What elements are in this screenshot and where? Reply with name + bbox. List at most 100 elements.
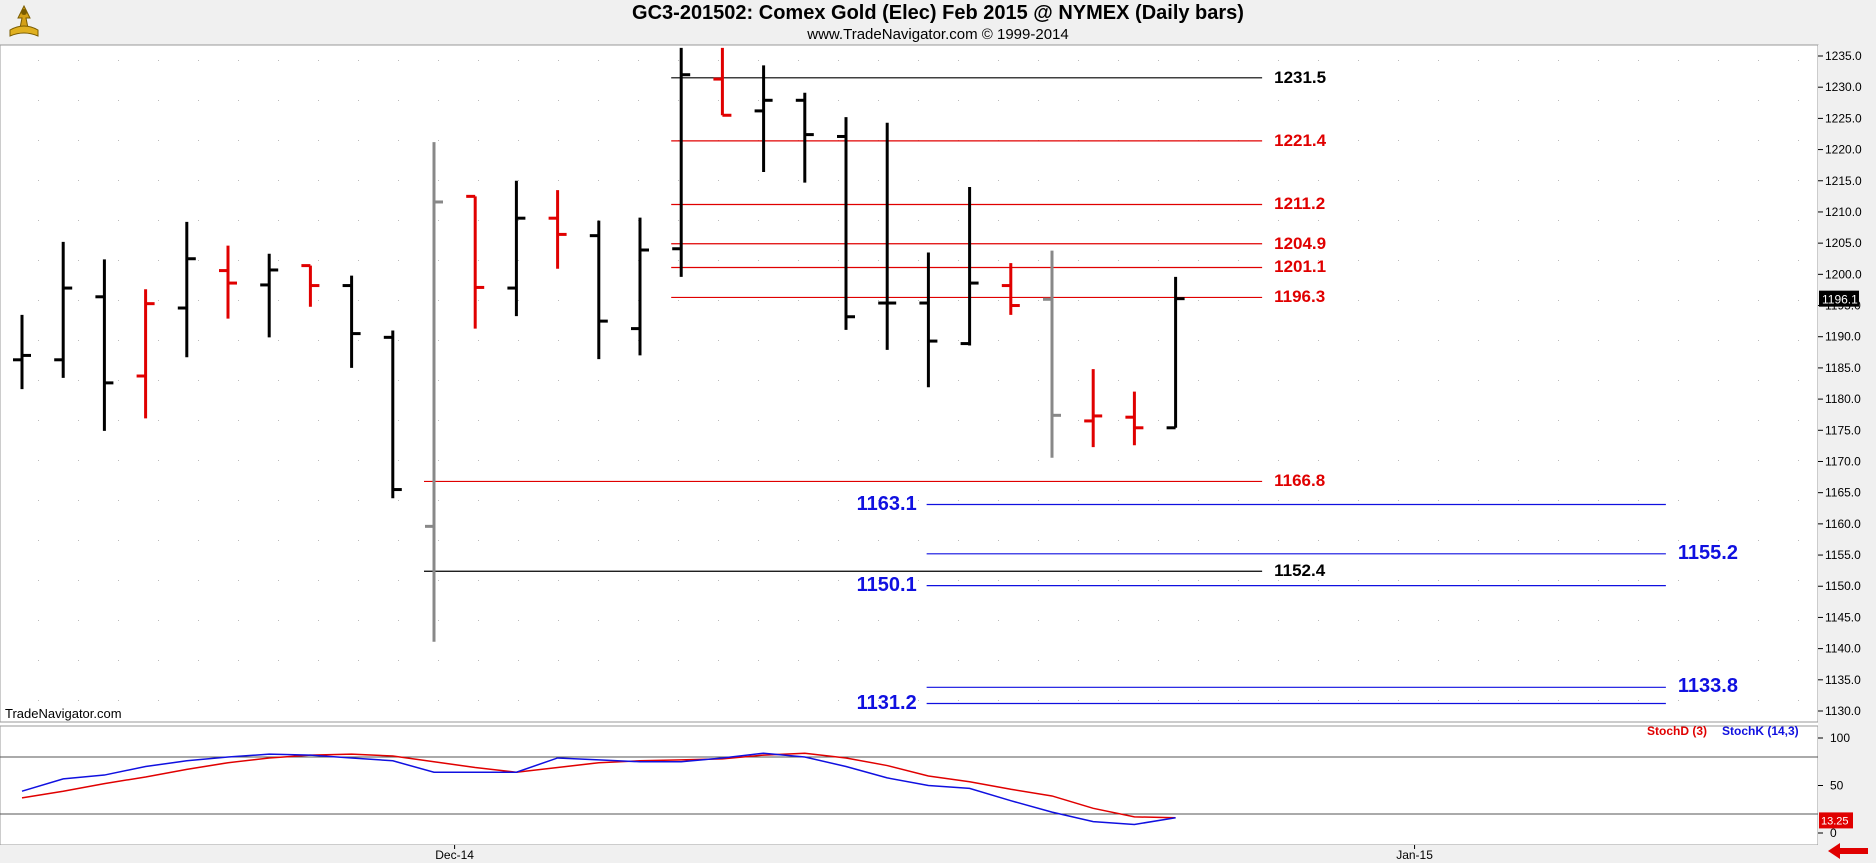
grid-dot: [1638, 580, 1639, 581]
grid-dot: [478, 660, 479, 661]
y-tick-label: 1155.0: [1825, 548, 1861, 562]
grid-dot: [198, 220, 199, 221]
grid-dot: [838, 60, 839, 61]
grid-dot: [1558, 180, 1559, 181]
grid-dot: [1118, 260, 1119, 261]
grid-dot: [878, 620, 879, 621]
grid-dot: [398, 580, 399, 581]
grid-dot: [1038, 340, 1039, 341]
grid-dot: [1638, 100, 1639, 101]
grid-dot: [958, 260, 959, 261]
grid-dot: [1558, 700, 1559, 701]
grid-dot: [438, 220, 439, 221]
grid-dot: [758, 220, 759, 221]
grid-dot: [558, 620, 559, 621]
grid-dot: [598, 620, 599, 621]
grid-dot: [1278, 580, 1279, 581]
grid-dot: [1558, 220, 1559, 221]
grid-dot: [638, 180, 639, 181]
grid-dot: [958, 380, 959, 381]
grid-dot: [1798, 540, 1799, 541]
grid-dot: [318, 340, 319, 341]
grid-dot: [1518, 300, 1519, 301]
level-label: 1150.1: [856, 573, 917, 596]
grid-dot: [518, 380, 519, 381]
grid-dot: [1078, 660, 1079, 661]
grid-dot: [438, 60, 439, 61]
grid-dot: [478, 500, 479, 501]
scroll-back-arrow-icon[interactable]: [1826, 842, 1870, 860]
grid-dot: [638, 60, 639, 61]
grid-dot: [558, 580, 559, 581]
grid-dot: [678, 660, 679, 661]
grid-dot: [998, 500, 999, 501]
grid-dot: [518, 60, 519, 61]
grid-dot: [1478, 60, 1479, 61]
grid-dot: [1318, 300, 1319, 301]
y-tick-label: 1170.0: [1825, 454, 1861, 468]
grid-dot: [878, 300, 879, 301]
level-label: 1196.3: [1274, 287, 1326, 307]
y-tick-label: 1190.0: [1825, 330, 1861, 344]
grid-dot: [238, 220, 239, 221]
grid-dot: [758, 60, 759, 61]
grid-dot: [318, 420, 319, 421]
grid-dot: [518, 220, 519, 221]
grid-dot: [1798, 620, 1799, 621]
grid-dot: [1678, 60, 1679, 61]
grid-dot: [758, 340, 759, 341]
grid-dot: [678, 300, 679, 301]
grid-dot: [758, 500, 759, 501]
grid-dot: [918, 300, 919, 301]
grid-dot: [398, 60, 399, 61]
grid-dot: [958, 340, 959, 341]
grid-dot: [1398, 540, 1399, 541]
grid-dot: [878, 500, 879, 501]
grid-dot: [358, 220, 359, 221]
grid-dot: [358, 260, 359, 261]
grid-dot: [1398, 180, 1399, 181]
grid-dot: [1238, 260, 1239, 261]
grid-dot: [118, 700, 119, 701]
grid-dot: [1238, 420, 1239, 421]
grid-dot: [838, 500, 839, 501]
y-tick-label: 1175.0: [1825, 423, 1861, 437]
grid-dot: [478, 180, 479, 181]
grid-dot: [958, 460, 959, 461]
grid-dot: [438, 500, 439, 501]
grid-dot: [1198, 540, 1199, 541]
grid-dot: [478, 100, 479, 101]
grid-dot: [758, 540, 759, 541]
grid-dot: [398, 100, 399, 101]
y-tick-label: 1160.0: [1825, 517, 1861, 531]
grid-dot: [358, 700, 359, 701]
grid-dot: [1718, 540, 1719, 541]
grid-dot: [158, 620, 159, 621]
grid-dot: [1078, 340, 1079, 341]
grid-dot: [38, 340, 39, 341]
grid-dot: [878, 260, 879, 261]
grid-dot: [958, 60, 959, 61]
grid-dot: [1558, 500, 1559, 501]
grid-dot: [718, 260, 719, 261]
grid-dot: [38, 220, 39, 221]
grid-dot: [38, 420, 39, 421]
grid-dot: [1078, 700, 1079, 701]
grid-dot: [158, 420, 159, 421]
grid-dot: [1718, 580, 1719, 581]
grid-dot: [1118, 460, 1119, 461]
grid-dot: [1478, 620, 1479, 621]
grid-dot: [918, 420, 919, 421]
grid-dot: [1238, 300, 1239, 301]
grid-dot: [438, 460, 439, 461]
grid-dot: [318, 180, 319, 181]
grid-dot: [998, 260, 999, 261]
grid-dot: [158, 180, 159, 181]
grid-dot: [1478, 300, 1479, 301]
grid-dot: [1758, 380, 1759, 381]
grid-dot: [1438, 300, 1439, 301]
grid-dot: [1398, 660, 1399, 661]
grid-dot: [1398, 220, 1399, 221]
grid-dot: [1758, 340, 1759, 341]
grid-dot: [1718, 660, 1719, 661]
